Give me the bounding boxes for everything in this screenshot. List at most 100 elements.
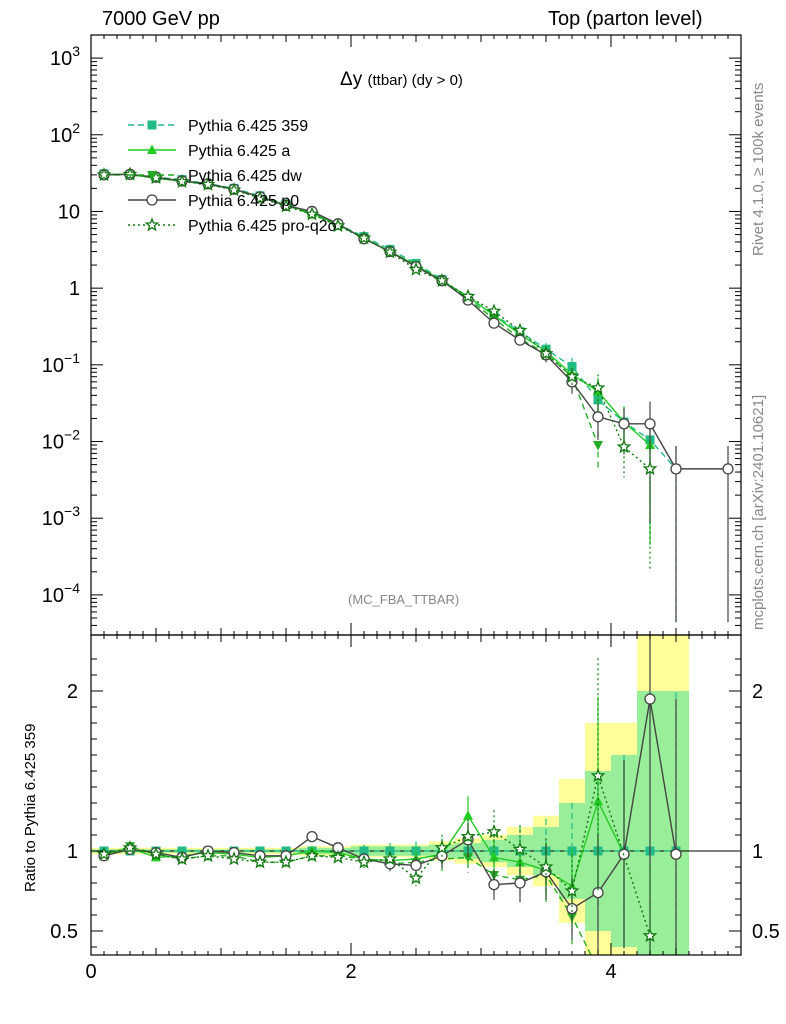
y-tick-label-main: 10−3 xyxy=(42,503,80,530)
x-tick-label: 2 xyxy=(345,961,356,983)
main-point-pro xyxy=(252,190,268,205)
plot-title-sub: (ttbar) (dy > 0) xyxy=(367,72,463,89)
ratio-point-pro xyxy=(408,870,424,885)
main-point-pro xyxy=(226,182,242,197)
main-point-pro xyxy=(564,368,580,384)
ratio-point-a xyxy=(489,851,499,862)
y-tick-label-main: 10 xyxy=(58,201,80,223)
legend-marker-dw xyxy=(147,171,157,181)
y-tick-label-ratio-right: 2 xyxy=(752,681,763,703)
y-tick-label-main: 103 xyxy=(50,43,80,70)
plot-title: Δy (ttbar) (dy > 0) xyxy=(340,69,463,91)
legend-label-s359: Pythia 6.425 359 xyxy=(188,118,308,135)
ratio-point-p0 xyxy=(514,877,526,889)
header-right: Top (parton level) xyxy=(548,8,703,30)
ratio-point-p0 xyxy=(488,878,500,891)
main-point-pro xyxy=(278,198,294,213)
y-tick-label-main: 102 xyxy=(50,120,80,147)
mcplots-label: mcplots.cern.ch [arXiv:2401.10621] xyxy=(750,394,767,630)
header-left: 7000 GeV pp xyxy=(102,8,220,30)
ratio-point-dw xyxy=(593,965,603,975)
main-point-pro xyxy=(434,272,450,288)
main-point-pro xyxy=(460,288,476,303)
main-point-pro xyxy=(174,173,190,188)
ratio-ylabel: Ratio to Pythia 6.425 359 xyxy=(22,723,39,892)
ratio-point-p0 xyxy=(410,859,422,872)
ratio-point-p0 xyxy=(644,693,656,705)
ratio-point-pro xyxy=(460,828,476,843)
x-tick-label: 0 xyxy=(85,961,96,983)
ratio-point-pro xyxy=(200,847,216,863)
y-tick-label-ratio-right: 1 xyxy=(752,841,763,863)
y-tick-label-main: 10−1 xyxy=(42,350,80,377)
main-point-dw xyxy=(593,441,603,451)
ratio-point-p0 xyxy=(306,830,318,843)
analysis-watermark: (MC_FBA_TTBAR) xyxy=(348,592,460,607)
main-series-group xyxy=(96,166,734,623)
ratio-point-p0 xyxy=(670,848,682,860)
ratio-point-pro xyxy=(148,846,164,861)
main-point-p0 xyxy=(722,463,734,475)
main-point-pro xyxy=(382,244,398,259)
main-point-p0 xyxy=(670,463,682,475)
main-point-pro xyxy=(304,206,320,221)
ratio-point-pro xyxy=(252,854,268,869)
main-point-pro xyxy=(200,176,216,191)
ratio-point-pro xyxy=(538,859,554,874)
main-point-pro xyxy=(408,261,424,276)
main-point-p0 xyxy=(514,334,526,346)
main-point-pro xyxy=(616,439,632,454)
legend-label-dw: Pythia 6.425 dw xyxy=(188,168,302,185)
main-point-pro xyxy=(486,303,502,318)
y-tick-label-ratio-right: 0.5 xyxy=(752,921,780,943)
y-tick-label-ratio-left: 0.5 xyxy=(50,921,78,943)
ratio-point-pro xyxy=(642,927,658,943)
main-point-p0 xyxy=(592,411,604,423)
y-tick-label-ratio-left: 1 xyxy=(67,841,78,863)
y-tick-label-main: 1 xyxy=(69,278,80,300)
main-point-p0 xyxy=(488,317,500,329)
ratio-point-a xyxy=(463,810,473,820)
ratio-point-pro xyxy=(590,767,606,783)
ratio-series-group xyxy=(96,635,682,975)
ratio-point-pro xyxy=(304,847,320,863)
y-tick-label-main: 10−2 xyxy=(42,427,80,454)
legend-marker-s359 xyxy=(147,120,157,130)
ratio-point-pro xyxy=(278,854,294,869)
ratio-point-pro xyxy=(226,851,242,866)
ratio-point-p0 xyxy=(566,902,578,915)
legend-marker-pro xyxy=(144,217,160,232)
ratio-point-pro xyxy=(96,846,112,861)
ratio-point-pro xyxy=(330,849,346,864)
ratio-point-a xyxy=(593,795,603,806)
legend-marker-p0 xyxy=(146,194,158,206)
x-tick-label: 4 xyxy=(605,961,616,983)
legend-label-p0: Pythia 6.425 p0 xyxy=(188,193,299,210)
main-point-pro xyxy=(330,217,346,233)
ratio-bands xyxy=(91,635,689,955)
ratio-point-s359 xyxy=(385,846,395,856)
main-point-p0 xyxy=(618,418,630,430)
main-line-dw xyxy=(104,174,599,446)
plot-title-main: Δy xyxy=(340,69,363,90)
ratio-point-pro xyxy=(174,851,190,866)
ratio-point-s359 xyxy=(359,846,369,856)
y-tick-label-ratio-left: 2 xyxy=(67,681,78,703)
ratio-point-pro xyxy=(486,823,502,839)
y-tick-label-main: 10−4 xyxy=(42,580,80,607)
ratio-point-pro xyxy=(356,854,372,869)
main-point-p0 xyxy=(644,418,656,430)
main-point-pro xyxy=(122,166,138,181)
main-point-pro xyxy=(356,230,372,245)
main-point-pro xyxy=(642,461,658,476)
rivet-label: Rivet 4.1.0, ≥ 100k events xyxy=(750,82,767,256)
ratio-point-pro xyxy=(512,841,528,856)
ratio-point-pro xyxy=(434,839,450,855)
legend-marker-a xyxy=(147,144,157,154)
ratio-point-pro xyxy=(122,839,138,855)
ratio-point-dw xyxy=(463,853,473,863)
legend-label-a: Pythia 6.425 a xyxy=(188,143,290,160)
main-point-pro xyxy=(590,380,606,395)
legend-label-pro: Pythia 6.425 pro-q2o xyxy=(188,218,337,235)
